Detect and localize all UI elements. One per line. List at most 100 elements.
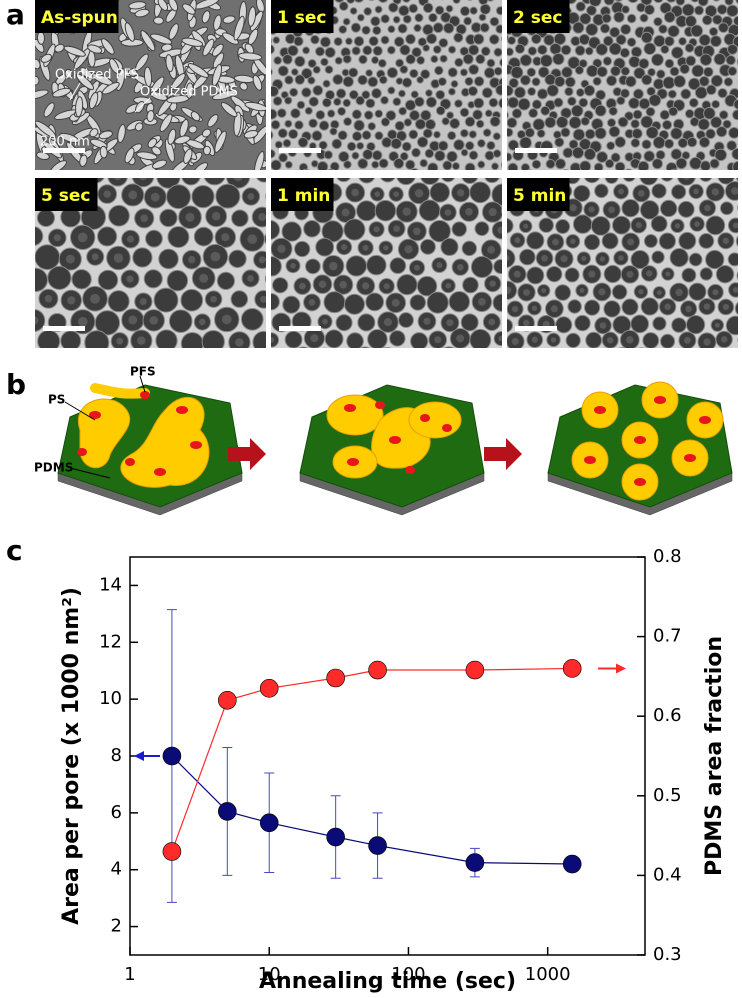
pore — [35, 245, 60, 270]
pore — [718, 89, 727, 98]
pore-core — [127, 236, 134, 243]
pore — [689, 351, 705, 367]
pore — [167, 270, 187, 290]
pore — [672, 185, 686, 199]
pore-core — [137, 336, 145, 344]
pore-core — [664, 304, 671, 311]
pore — [278, 129, 287, 138]
pore — [275, 141, 282, 148]
pore-core — [393, 191, 399, 197]
pore — [575, 66, 583, 74]
pore — [669, 107, 678, 116]
pore — [335, 57, 342, 64]
pore — [439, 38, 448, 47]
pore — [644, 235, 657, 248]
pore — [470, 329, 491, 350]
pore — [507, 118, 517, 128]
pore — [11, 291, 31, 311]
pore — [301, 169, 311, 179]
pore — [726, 56, 735, 65]
pore — [525, 170, 534, 179]
pore — [343, 55, 351, 63]
pore — [299, 163, 307, 171]
pore-core — [512, 306, 518, 312]
pore-core — [712, 289, 718, 295]
pore-core — [199, 319, 205, 325]
pore — [657, 70, 665, 78]
pore — [232, 210, 249, 227]
pore-core — [541, 255, 548, 262]
pore-core — [222, 315, 232, 325]
pore — [452, 222, 467, 237]
pore — [455, 100, 463, 108]
pore — [427, 34, 437, 44]
pore — [430, 183, 449, 202]
pore — [625, 76, 636, 87]
pore — [378, 59, 386, 67]
pore — [646, 127, 658, 139]
label: PS — [48, 393, 65, 407]
pore — [315, 47, 324, 56]
pore — [738, 77, 742, 88]
pore — [154, 288, 178, 312]
pore-core — [683, 173, 690, 180]
pore — [382, 137, 392, 147]
pore — [326, 169, 336, 179]
pore — [676, 158, 687, 169]
pore-core — [731, 187, 739, 195]
pore — [666, 163, 677, 174]
y-axis-title: Area per pore (x 1000 nm²) — [59, 587, 84, 925]
pore — [460, 108, 469, 117]
pore-core — [485, 353, 492, 360]
pore — [468, 86, 477, 95]
pore — [464, 349, 480, 365]
pore — [405, 100, 415, 110]
y-tick-label: 6 — [111, 802, 122, 823]
schematic: PS PFS PDMS — [34, 365, 732, 516]
pore-core — [414, 265, 420, 271]
pore-core — [319, 280, 326, 287]
pore — [485, 151, 494, 160]
pore — [294, 37, 303, 46]
pore — [645, 5, 655, 15]
pore — [676, 0, 685, 5]
pore — [514, 87, 525, 98]
pore — [595, 128, 606, 139]
pore-core — [694, 221, 700, 227]
pore — [679, 37, 687, 45]
pore-core — [618, 189, 624, 195]
pore-core — [581, 256, 586, 261]
pore — [709, 28, 717, 36]
pore — [433, 46, 441, 54]
pore — [596, 44, 608, 56]
pore — [379, 159, 388, 168]
pore — [483, 129, 491, 137]
pore — [633, 110, 642, 119]
pore — [496, 85, 506, 95]
pore-core — [552, 239, 559, 246]
pore — [622, 200, 639, 217]
pore — [372, 161, 379, 168]
pore — [295, 75, 305, 85]
pore — [274, 57, 282, 65]
pore — [575, 46, 585, 56]
pore — [602, 14, 611, 23]
pore — [465, 163, 475, 173]
pore — [527, 232, 544, 249]
pore — [302, 88, 311, 97]
pore — [732, 148, 742, 159]
pore — [680, 64, 690, 74]
pore — [381, 36, 389, 44]
pore — [727, 5, 738, 16]
pore — [357, 201, 377, 221]
pore-core — [277, 171, 285, 179]
pore — [357, 14, 364, 21]
pore-core — [384, 318, 392, 326]
pore — [631, 47, 641, 57]
pore-core — [102, 360, 109, 367]
y2-tick-label: 0.6 — [653, 705, 682, 726]
pore — [291, 69, 298, 76]
pore — [622, 6, 630, 14]
pore — [484, 352, 499, 367]
